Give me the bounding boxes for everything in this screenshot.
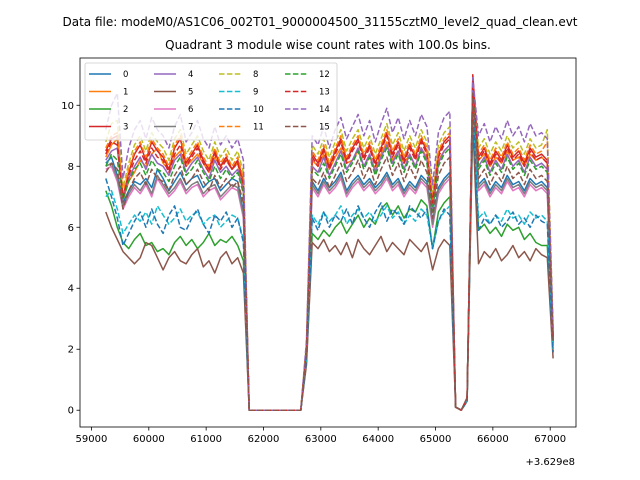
series-line-7 bbox=[105, 86, 554, 411]
y-tick-label: 2 bbox=[68, 345, 74, 356]
legend-label-10: 10 bbox=[253, 105, 264, 115]
legend-label-6: 6 bbox=[188, 105, 193, 115]
legend-label-9: 9 bbox=[253, 88, 258, 98]
legend-box bbox=[84, 62, 338, 141]
x-tick-label: 60000 bbox=[133, 434, 165, 445]
series-line-9 bbox=[105, 104, 554, 411]
chart-suptitle: Data file: modeM0/AS1C06_002T01_90000045… bbox=[62, 15, 577, 29]
legend-label-15: 15 bbox=[319, 123, 330, 133]
x-tick-label: 65000 bbox=[420, 434, 452, 445]
series-line-15 bbox=[105, 92, 554, 411]
legend-label-4: 4 bbox=[188, 70, 193, 80]
legend-label-5: 5 bbox=[188, 88, 193, 98]
legend-label-7: 7 bbox=[188, 123, 193, 133]
legend-label-12: 12 bbox=[319, 70, 330, 80]
legend-label-0: 0 bbox=[123, 70, 128, 80]
y-tick-label: 10 bbox=[61, 101, 74, 112]
series-line-6 bbox=[105, 89, 554, 411]
x-tick-label: 63000 bbox=[305, 434, 337, 445]
legend-label-14: 14 bbox=[319, 105, 330, 115]
x-tick-label: 62000 bbox=[248, 434, 280, 445]
y-tick-label: 6 bbox=[68, 223, 74, 234]
legend-label-13: 13 bbox=[319, 88, 330, 98]
y-tick-label: 0 bbox=[68, 406, 74, 417]
x-tick-label: 67000 bbox=[534, 434, 566, 445]
legend-label-2: 2 bbox=[123, 105, 128, 115]
series-line-5 bbox=[105, 122, 554, 411]
series-line-10 bbox=[105, 101, 554, 411]
x-tick-label: 66000 bbox=[477, 434, 509, 445]
plot-frame bbox=[79, 57, 577, 428]
chart-title: Quadrant 3 module wise count rates with … bbox=[165, 38, 491, 52]
y-tick-label: 8 bbox=[68, 162, 74, 173]
axes: 59000 60000 61000 62000 63000 64000 65000 66000… bbox=[61, 57, 577, 445]
legend-label-8: 8 bbox=[253, 70, 258, 80]
series-line-13 bbox=[105, 77, 554, 411]
x-tick-label: 64000 bbox=[362, 434, 394, 445]
legend-label-1: 1 bbox=[123, 88, 128, 98]
x-tick-label: 59000 bbox=[76, 434, 108, 445]
x-offset-label: +3.629e8 bbox=[525, 457, 575, 468]
legend-label-3: 3 bbox=[123, 123, 128, 133]
y-tick-label: 4 bbox=[68, 284, 74, 295]
legend-label-11: 11 bbox=[253, 123, 264, 133]
series-line-12 bbox=[105, 86, 554, 411]
x-tick-label: 61000 bbox=[190, 434, 222, 445]
